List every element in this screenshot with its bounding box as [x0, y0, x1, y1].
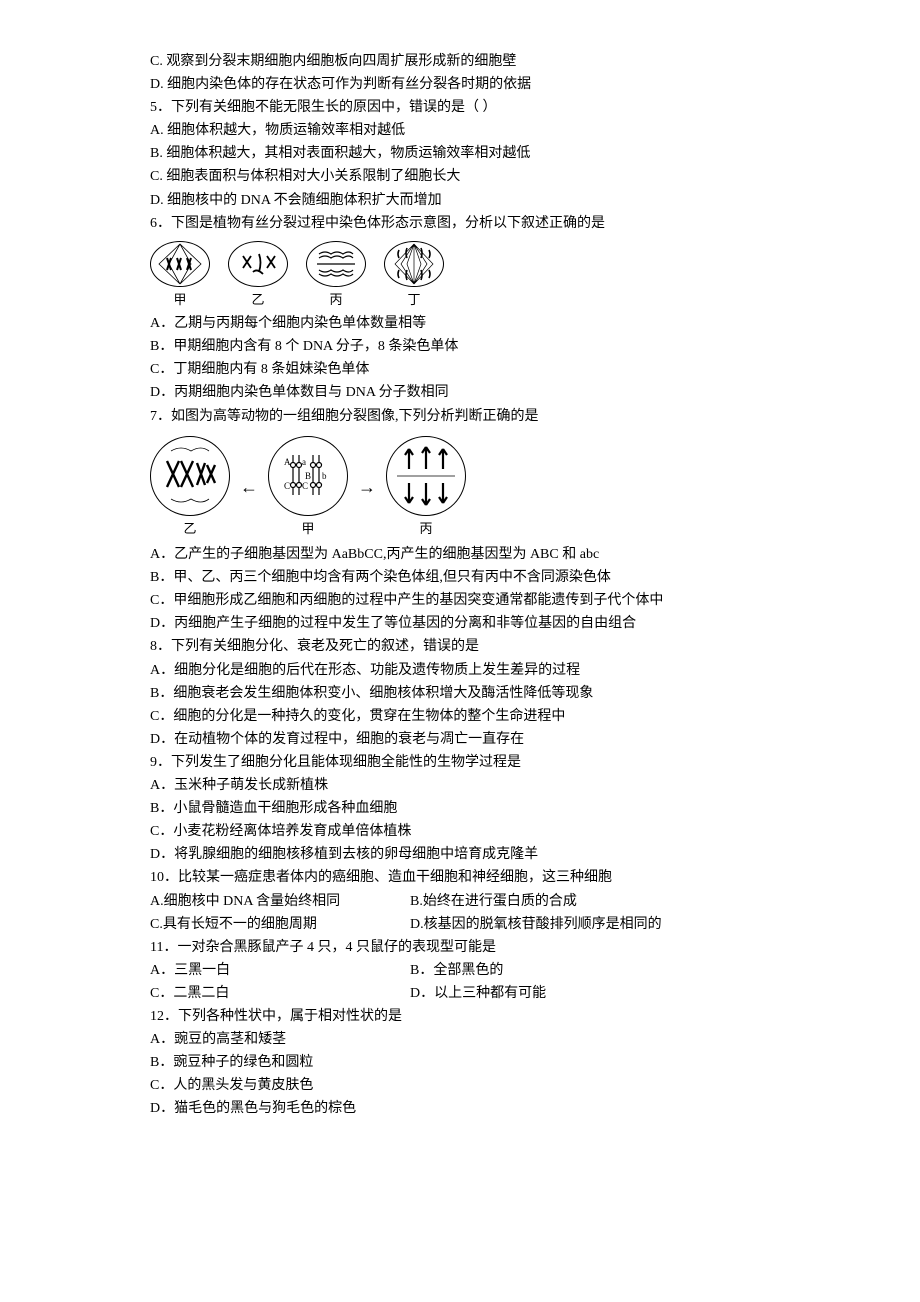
allele-label: b: [322, 471, 327, 481]
q11-option-a: A．三黑一白: [150, 959, 410, 982]
mitosis-cell-icon: [384, 241, 444, 287]
q6-option-a: A．乙期与丙期每个细胞内染色单体数量相等: [150, 312, 770, 335]
q10-option-b: B.始终在进行蛋白质的合成: [410, 890, 770, 913]
mitosis-cell-icon: [150, 241, 210, 287]
q11-option-d: D．以上三种都有可能: [410, 982, 770, 1005]
q6-option-b: B．甲期细胞内含有 8 个 DNA 分子，8 条染色单体: [150, 335, 770, 358]
mitosis-cell-icon: [306, 241, 366, 287]
exam-page: C. 观察到分裂末期细胞内细胞板向四周扩展形成新的细胞壁 D. 细胞内染色体的存…: [0, 0, 920, 1170]
cell-division-icon: A a B b C C: [268, 436, 348, 516]
allele-label: A: [284, 457, 291, 467]
allele-label: a: [302, 457, 306, 467]
q10-option-d: D.核基因的脱氧核苷酸排列顺序是相同的: [410, 913, 770, 936]
q9-stem: 9．下列发生了细胞分化且能体现细胞全能性的生物学过程是: [150, 751, 770, 774]
q12-stem: 12．下列各种性状中，属于相对性状的是: [150, 1005, 770, 1028]
q5-option-b: B. 细胞体积越大，其相对表面积越大，物质运输效率相对越低: [150, 142, 770, 165]
q6-figures: 甲 乙: [150, 241, 770, 310]
q7-option-a: A．乙产生的子细胞基因型为 AaBbCC,丙产生的细胞基因型为 ABC 和 ab…: [150, 543, 770, 566]
allele-label: C: [284, 481, 290, 491]
q6-fig-bing: 丙: [306, 241, 366, 310]
q11-stem: 11．一对杂合黑豚鼠产子 4 只，4 只鼠仔的表现型可能是: [150, 936, 770, 959]
q7-option-d: D．丙细胞产生子细胞的过程中发生了等位基因的分离和非等位基因的自由组合: [150, 612, 770, 635]
q9-option-b: B．小鼠骨髓造血干细胞形成各种血细胞: [150, 797, 770, 820]
allele-label: B: [305, 471, 311, 481]
q7-fig-bing: 丙: [386, 436, 466, 539]
q7-fig-bing-label: 丙: [419, 518, 432, 539]
q6-fig-yi-label: 乙: [251, 289, 264, 310]
q8-stem: 8．下列有关细胞分化、衰老及死亡的叙述，错误的是: [150, 635, 770, 658]
q9-option-d: D．将乳腺细胞的细胞核移植到去核的卵母细胞中培育成克隆羊: [150, 843, 770, 866]
q7-fig-yi: 乙: [150, 436, 230, 539]
q7-fig-yi-label: 乙: [183, 518, 196, 539]
q6-option-d: D．丙期细胞内染色单体数目与 DNA 分子数相同: [150, 381, 770, 404]
arrow-right-icon: →: [358, 473, 376, 503]
q6-stem: 6．下图是植物有丝分裂过程中染色体形态示意图，分析以下叙述正确的是: [150, 212, 770, 235]
q7-option-c: C．甲细胞形成乙细胞和丙细胞的过程中产生的基因突变通常都能遗传到子代个体中: [150, 589, 770, 612]
q6-fig-ding-label: 丁: [407, 289, 420, 310]
q5-option-c: C. 细胞表面积与体积相对大小关系限制了细胞长大: [150, 165, 770, 188]
q6-fig-ding: 丁: [384, 241, 444, 310]
q6-fig-jia: 甲: [150, 241, 210, 310]
q10-option-c: C.具有长短不一的细胞周期: [150, 913, 410, 936]
q7-option-b: B．甲、乙、丙三个细胞中均含有两个染色体组,但只有丙中不含同源染色体: [150, 566, 770, 589]
q6-fig-jia-label: 甲: [173, 289, 186, 310]
q10-stem: 10．比较某一癌症患者体内的癌细胞、造血干细胞和神经细胞，这三种细胞: [150, 866, 770, 889]
q8-option-b: B．细胞衰老会发生细胞体积变小、细胞核体积增大及酶活性降低等现象: [150, 682, 770, 705]
mitosis-cell-icon: [228, 241, 288, 287]
q12-option-d: D．猫毛色的黑色与狗毛色的棕色: [150, 1097, 770, 1120]
q4-option-c: C. 观察到分裂末期细胞内细胞板向四周扩展形成新的细胞壁: [150, 50, 770, 73]
q11-option-b: B．全部黑色的: [410, 959, 770, 982]
q10-option-a: A.细胞核中 DNA 含量始终相同: [150, 890, 410, 913]
q5-option-a: A. 细胞体积越大，物质运输效率相对越低: [150, 119, 770, 142]
q8-option-c: C．细胞的分化是一种持久的变化，贯穿在生物体的整个生命进程中: [150, 705, 770, 728]
q12-option-a: A．豌豆的高茎和矮茎: [150, 1028, 770, 1051]
q7-fig-jia: A a B b C C 甲: [268, 436, 348, 539]
cell-division-icon: [150, 436, 230, 516]
q11-option-c: C．二黑二白: [150, 982, 410, 1005]
q6-fig-yi: 乙: [228, 241, 288, 310]
q12-option-c: C．人的黑头发与黄皮肤色: [150, 1074, 770, 1097]
q6-fig-bing-label: 丙: [329, 289, 342, 310]
q5-option-d: D. 细胞核中的 DNA 不会随细胞体积扩大而增加: [150, 189, 770, 212]
q9-option-c: C．小麦花粉经离体培养发育成单倍体植株: [150, 820, 770, 843]
allele-label: C: [302, 481, 308, 491]
q4-option-d: D. 细胞内染色体的存在状态可作为判断有丝分裂各时期的依据: [150, 73, 770, 96]
q8-option-a: A．细胞分化是细胞的后代在形态、功能及遗传物质上发生差异的过程: [150, 659, 770, 682]
q9-option-a: A．玉米种子萌发长成新植株: [150, 774, 770, 797]
q8-option-d: D．在动植物个体的发育过程中，细胞的衰老与凋亡一直存在: [150, 728, 770, 751]
q7-fig-jia-label: 甲: [301, 518, 314, 539]
cell-division-icon: [386, 436, 466, 516]
q7-figures: 乙 ← A a B b C C: [150, 436, 770, 539]
q6-option-c: C．丁期细胞内有 8 条姐妹染色单体: [150, 358, 770, 381]
q12-option-b: B．豌豆种子的绿色和圆粒: [150, 1051, 770, 1074]
q7-stem: 7．如图为高等动物的一组细胞分裂图像,下列分析判断正确的是: [150, 405, 770, 428]
arrow-left-icon: ←: [240, 473, 258, 503]
q5-stem: 5．下列有关细胞不能无限生长的原因中，错误的是（ ）: [150, 96, 770, 119]
